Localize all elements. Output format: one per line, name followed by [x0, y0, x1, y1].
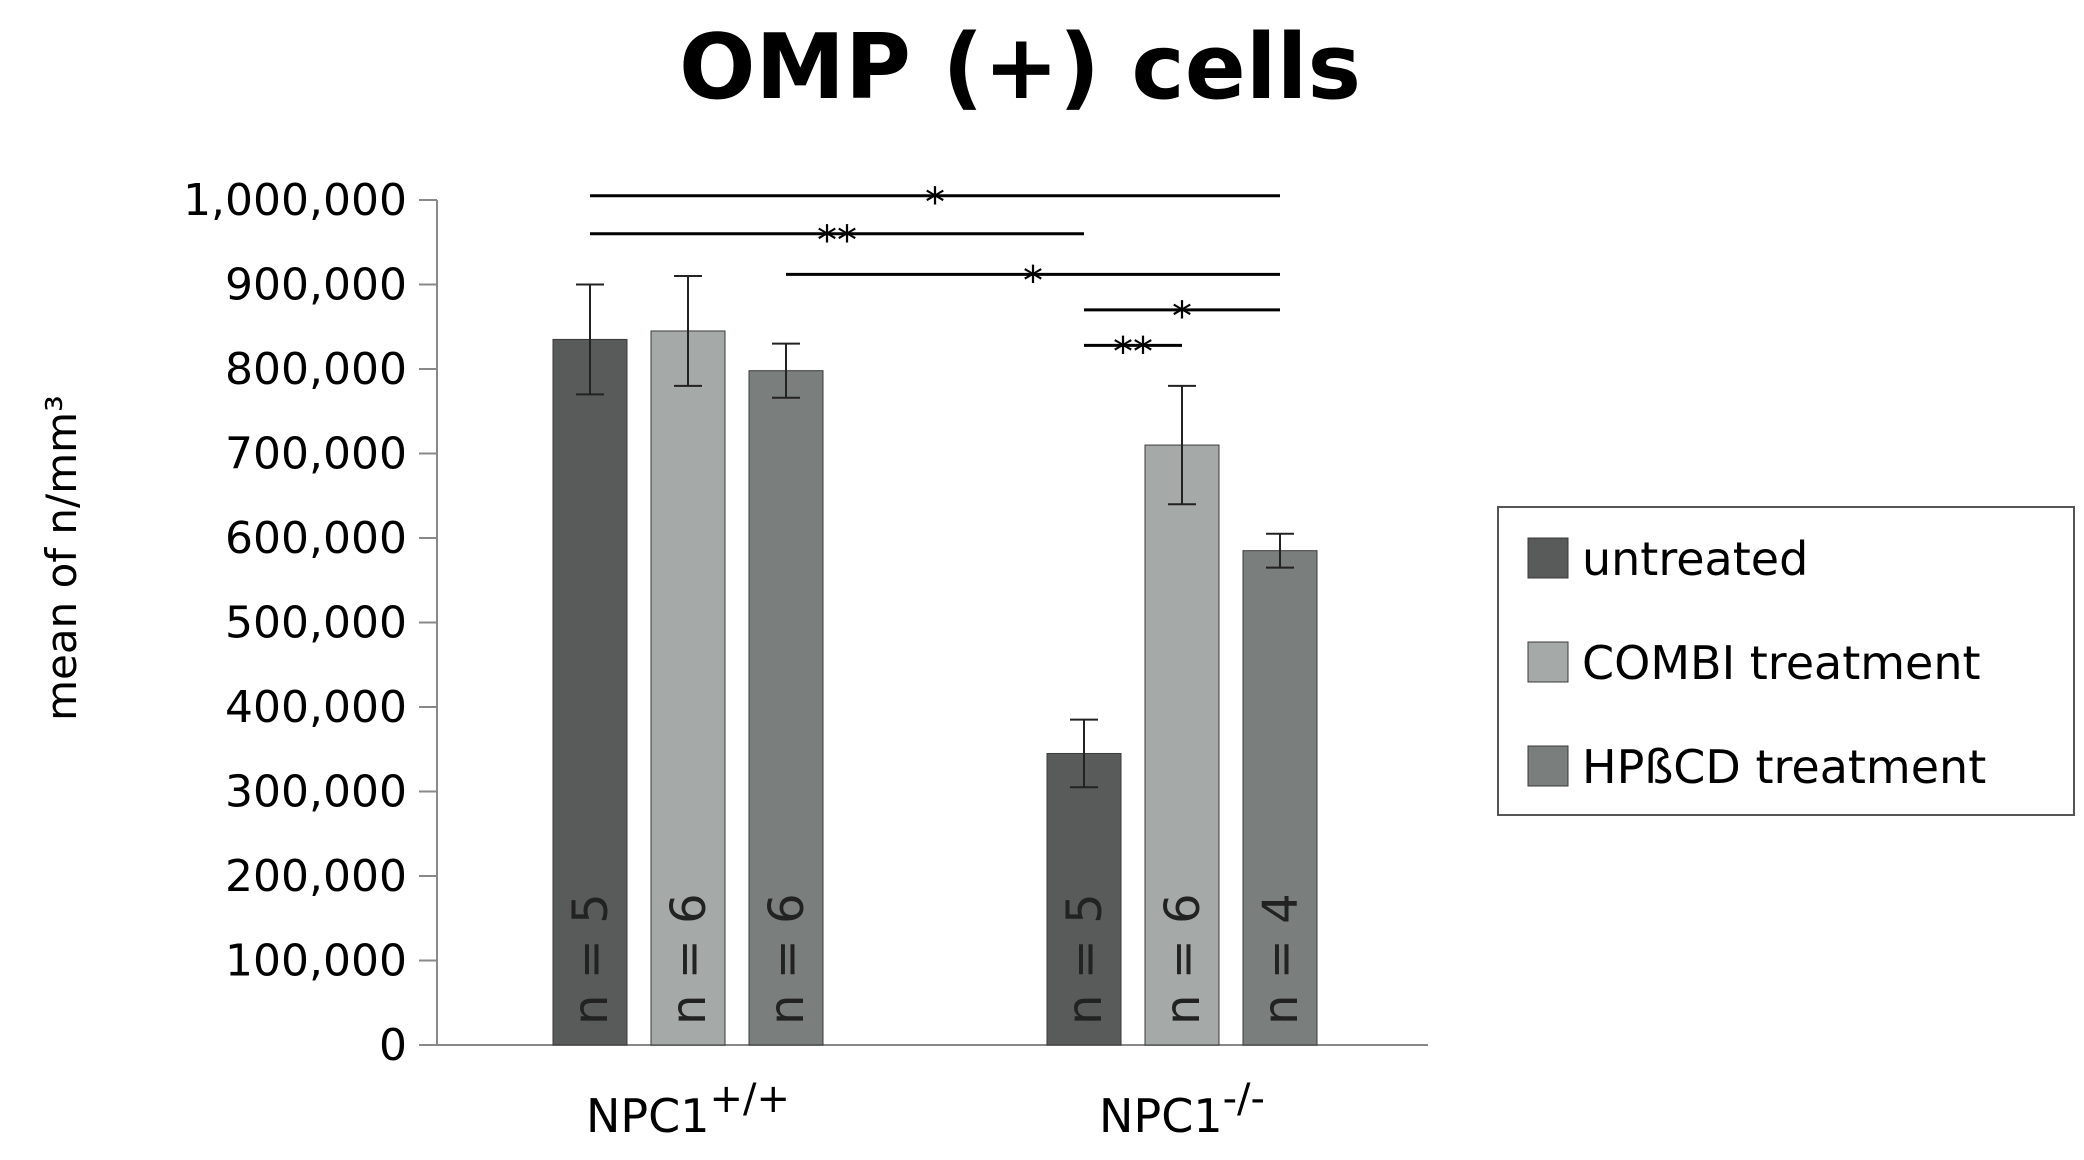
y-axis-label: mean of n/mm³	[37, 395, 86, 721]
significance-label: **	[1113, 329, 1153, 375]
y-tick-label: 900,000	[225, 260, 407, 311]
y-tick-label: 700,000	[225, 429, 407, 480]
y-tick-label: 600,000	[225, 513, 407, 564]
legend-label: untreated	[1582, 532, 1808, 586]
bar	[748, 370, 824, 1046]
y-tick-label: 500,000	[225, 598, 407, 649]
legend-swatch	[1527, 745, 1569, 787]
y-tick-label: 300,000	[225, 767, 407, 818]
y-tick-label: 800,000	[225, 344, 407, 395]
n-label: n = 5	[563, 893, 619, 1025]
x-category-label: NPC1-/-	[1099, 1076, 1265, 1143]
y-tick-label: 1,000,000	[183, 175, 407, 226]
chart-title: OMP (+) cells	[679, 15, 1361, 120]
n-label: n = 5	[1057, 893, 1113, 1025]
legend: untreated COMBI treatment HPßCD treatment	[1497, 506, 2075, 816]
y-tick-label: 200,000	[225, 851, 407, 902]
y-tick-label: 400,000	[225, 682, 407, 733]
legend-label: HPßCD treatment	[1582, 740, 1986, 794]
significance-label: *	[1172, 294, 1192, 340]
y-tick-label: 0	[379, 1020, 407, 1071]
n-label: n = 6	[1155, 893, 1211, 1025]
x-category-label: NPC1+/+	[586, 1076, 790, 1143]
y-tick-label: 100,000	[225, 936, 407, 987]
n-label: n = 6	[661, 893, 717, 1025]
legend-swatch	[1527, 537, 1569, 579]
bar	[552, 338, 628, 1046]
plot-area: 0 100,000 200,000 300,000 400,000 500,000 600,…	[183, 175, 1428, 1143]
n-label: n = 4	[1253, 893, 1309, 1025]
significance-label: *	[925, 180, 945, 226]
significance-label: *	[1023, 258, 1043, 304]
bar	[1242, 550, 1318, 1046]
significance-label: **	[817, 218, 857, 264]
legend-box	[1497, 506, 2075, 816]
legend-label: COMBI treatment	[1582, 636, 1981, 690]
bar	[1046, 752, 1122, 1046]
legend-swatch	[1527, 641, 1569, 683]
n-label: n = 6	[759, 893, 815, 1025]
bar	[650, 330, 726, 1046]
